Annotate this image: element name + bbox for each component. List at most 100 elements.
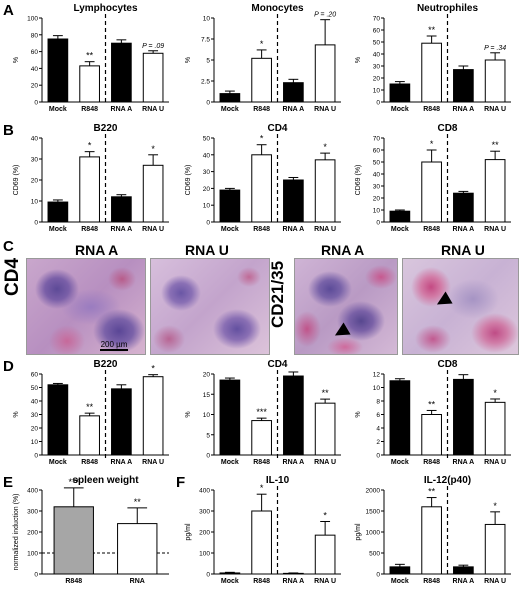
y-tick-label: 20 xyxy=(373,196,381,203)
bar-mock xyxy=(219,379,241,456)
x-tick-label: R848 xyxy=(253,459,270,466)
x-tick-label: Mock xyxy=(49,106,67,113)
histology-image-cd21-35-rna-u xyxy=(402,258,519,355)
x-tick-label: Mock xyxy=(221,459,239,466)
y-tick-label: 0 xyxy=(34,572,38,579)
bar-mock xyxy=(47,384,69,456)
bar-mock xyxy=(219,189,241,223)
bar-mock xyxy=(389,380,411,456)
chart-title: IL-10 xyxy=(266,475,290,486)
y-tick-label: 20 xyxy=(203,372,211,379)
bar-rna-u xyxy=(314,402,336,456)
y-tick-label: 8 xyxy=(376,399,380,406)
row-label-cd4: CD4 xyxy=(2,257,23,296)
y-tick-label: 10 xyxy=(203,412,211,419)
x-tick-label: R848 xyxy=(423,578,440,585)
y-tick-label: 70 xyxy=(373,136,381,143)
chart-title: IL-12(p40) xyxy=(424,475,471,486)
hist-title-3: RNA A xyxy=(321,242,365,258)
y-tick-label: 0 xyxy=(376,100,380,107)
chart-pct-b220: B220% 0 10 20 30 40 50 60 Mock ** R848 RNA A * RNA U xyxy=(13,359,169,466)
chart-cd69-cd8: CD8 CD69 (%) 0 10 20 30 40 50 60 70 Mock * R848 RNA A… xyxy=(355,123,511,233)
panel-label-e: E xyxy=(3,474,14,491)
significance-label: ** xyxy=(428,487,436,497)
y-tick-label: 30 xyxy=(31,412,39,419)
panel-label-a: A xyxy=(3,2,14,19)
bar-r848 xyxy=(79,65,100,103)
y-tick-label: 20 xyxy=(31,426,39,433)
chart-lymphocytes: Lymphocytes% 0 20 40 60 80 100 Mock ** R848 RNA A P… xyxy=(13,3,169,113)
histology-image-cd4-rna-u xyxy=(150,258,270,355)
chart-title: CD4 xyxy=(267,123,287,134)
y-tick-label: 70 xyxy=(373,16,381,23)
y-axis-label: CD69 (%) xyxy=(355,165,362,196)
significance-label: P = .34 xyxy=(484,45,506,52)
y-axis-label: % xyxy=(13,57,20,63)
x-tick-label: RNA U xyxy=(314,578,336,585)
y-tick-label: 500 xyxy=(369,551,380,558)
scale-bar: 200 µm xyxy=(100,340,128,351)
y-tick-label: 0 xyxy=(34,453,38,460)
bar-rna-u xyxy=(142,52,164,103)
chart-neutrophiles: Neutrophiles% 0 10 20 30 40 50 60 70 Mock ** R848 RN… xyxy=(355,3,511,113)
significance-label: ** xyxy=(134,497,142,507)
bar-rna-u xyxy=(142,164,164,223)
x-tick-label: R848 xyxy=(423,106,440,113)
x-tick-label: R848 xyxy=(81,459,98,466)
x-tick-label: Mock xyxy=(391,459,409,466)
chart-spleen-weight: spleen weight normalized induction (%) 0 10… xyxy=(13,475,169,585)
y-tick-label: 80 xyxy=(31,32,39,39)
bar-rna-u xyxy=(314,159,336,223)
x-tick-label: RNA A xyxy=(283,106,305,113)
bar-rna-a xyxy=(453,378,474,456)
y-tick-label: 400 xyxy=(27,488,38,495)
significance-label: P = .09 xyxy=(142,43,164,50)
y-tick-label: 20 xyxy=(31,83,39,90)
chart-title: spleen weight xyxy=(72,475,139,486)
x-tick-label: Mock xyxy=(221,226,239,233)
bar-rna-a xyxy=(283,375,304,456)
y-tick-label: 0 xyxy=(34,220,38,227)
x-tick-label: R848 xyxy=(253,226,270,233)
hist-title-4: RNA U xyxy=(441,242,485,258)
panel-label-c: C xyxy=(3,238,14,255)
bar-mock xyxy=(47,38,69,103)
x-tick-label: RNA A xyxy=(111,459,133,466)
bar-r848 xyxy=(251,510,272,575)
y-tick-label: 20 xyxy=(31,178,39,185)
x-tick-label: RNA A xyxy=(453,226,475,233)
y-tick-label: 50 xyxy=(373,160,381,167)
y-tick-label: 60 xyxy=(373,148,381,155)
bar-mock xyxy=(389,566,411,575)
y-tick-label: 10 xyxy=(373,385,381,392)
y-tick-label: 300 xyxy=(27,509,38,516)
x-tick-label: RNA A xyxy=(283,459,305,466)
bar-rna-u xyxy=(484,401,506,456)
y-tick-label: 0 xyxy=(206,453,210,460)
y-tick-label: 300 xyxy=(199,509,210,516)
chart-il10: IL-10 pg/ml 0 100 200 300 400 Mock * R848 RNA A * RN… xyxy=(185,475,341,585)
chart-pct-cd8: CD8% 0 2 4 6 8 10 12 Mock ** R848 RNA A * RNA U xyxy=(355,359,511,466)
bar-mock xyxy=(219,572,241,575)
x-tick-label: Mock xyxy=(49,226,67,233)
y-tick-label: 40 xyxy=(203,152,211,159)
bar-r848 xyxy=(79,156,100,223)
y-tick-label: 2.5 xyxy=(201,79,210,86)
y-tick-label: 0 xyxy=(206,572,210,579)
y-tick-label: 10 xyxy=(373,208,381,215)
significance-label: ** xyxy=(86,402,94,412)
y-tick-label: 0 xyxy=(34,100,38,107)
y-tick-label: 0 xyxy=(376,453,380,460)
y-tick-label: 0 xyxy=(206,220,210,227)
y-tick-label: 40 xyxy=(31,66,39,73)
y-axis-label: % xyxy=(13,411,20,417)
y-axis-label: pg/ml xyxy=(355,523,362,541)
x-tick-label: RNA U xyxy=(484,106,506,113)
histology-image-cd4-rna-a xyxy=(26,258,146,355)
y-tick-label: 40 xyxy=(31,136,39,143)
y-tick-label: 2000 xyxy=(366,488,381,495)
bar-rna-a xyxy=(111,196,132,223)
bar-rna-a xyxy=(453,69,474,103)
chart-title: B220 xyxy=(94,123,118,134)
bar-rna-u xyxy=(314,44,336,103)
